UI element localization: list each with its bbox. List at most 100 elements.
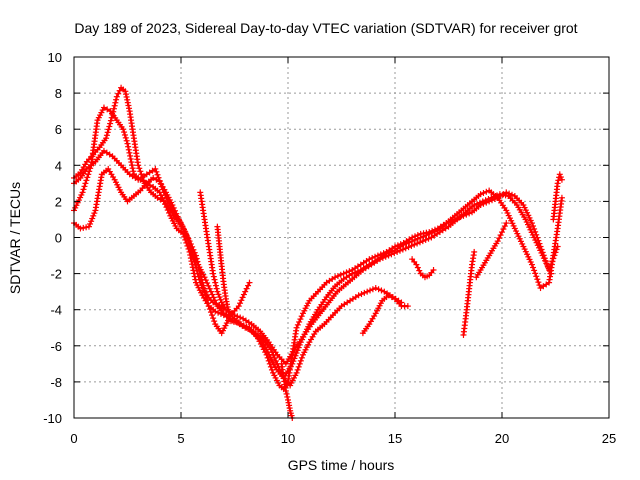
data-point-marker (367, 287, 374, 294)
data-point-marker (246, 279, 253, 286)
data-point-marker (423, 232, 430, 239)
data-point-marker (191, 259, 198, 266)
data-point-marker (225, 317, 232, 324)
data-point-marker (556, 171, 563, 178)
y-tick-label: 2 (55, 194, 62, 209)
data-point-marker (499, 229, 505, 236)
data-point-marker (214, 288, 221, 295)
data-point-marker (137, 168, 144, 175)
data-point-marker (297, 357, 304, 364)
data-point-marker (126, 149, 133, 156)
data-point-marker (124, 140, 131, 147)
data-point-marker (265, 357, 272, 364)
data-point-marker (391, 250, 398, 257)
x-tick-label: 15 (388, 431, 402, 446)
data-point-marker (206, 306, 213, 313)
data-point-marker (554, 180, 561, 187)
data-point-marker (471, 248, 478, 255)
data-point-marker (213, 301, 220, 308)
data-point-marker (186, 239, 193, 246)
data-point-marker (429, 229, 436, 236)
data-point-marker (297, 316, 304, 323)
data-point-marker (361, 289, 368, 296)
data-point-marker (210, 315, 217, 322)
y-tick-label: -4 (50, 303, 62, 318)
y-tick-label: 4 (55, 158, 62, 173)
data-point-marker (121, 129, 128, 136)
data-point-marker (122, 134, 129, 141)
data-point-marker (414, 235, 421, 242)
data-point-marker (400, 241, 407, 248)
data-point-marker (502, 192, 509, 199)
data-point-marker (549, 258, 556, 265)
data-point-marker (352, 269, 359, 276)
data-point-marker (554, 243, 561, 250)
data-point-marker (195, 273, 202, 280)
data-point-marker (283, 390, 290, 397)
data-point-marker (210, 270, 217, 277)
data-point-marker (209, 291, 216, 298)
data-point-marker (536, 282, 543, 289)
data-point-marker (294, 321, 301, 328)
data-point-marker (425, 235, 432, 242)
data-point-marker (235, 303, 242, 310)
data-point-marker (503, 189, 510, 196)
data-point-marker (552, 249, 559, 256)
data-point-marker (115, 90, 122, 97)
data-point-marker (375, 286, 382, 293)
data-point-marker (135, 162, 142, 169)
data-point-marker (349, 270, 356, 277)
data-point-marker (82, 180, 89, 187)
data-point-marker (227, 318, 234, 325)
data-point-marker (234, 313, 241, 320)
data-point-marker (411, 236, 418, 243)
data-point-marker (485, 195, 492, 202)
data-point-marker (403, 240, 410, 247)
axis-ticks (73, 56, 610, 419)
data-point-marker (178, 220, 184, 227)
data-point-marker (103, 132, 110, 139)
data-point-marker (84, 174, 91, 181)
data-point-marker (480, 189, 487, 196)
data-point-marker (479, 198, 486, 205)
data-point-marker (419, 238, 426, 245)
data-point-marker (414, 264, 421, 271)
x-tick-labels: 0 5 10 15 20 25 (70, 431, 616, 446)
data-point-marker (474, 200, 481, 207)
data-point-marker (81, 183, 88, 190)
data-point-marker (558, 176, 565, 183)
data-point-marker (196, 276, 203, 283)
x-tick-label: 0 (70, 431, 77, 446)
data-point-marker (426, 230, 433, 237)
data-point-marker (205, 282, 212, 289)
data-point-marker (364, 288, 371, 295)
data-point-marker (377, 256, 384, 263)
data-point-marker (291, 355, 298, 362)
y-tick-label: 0 (55, 231, 62, 246)
data-point-marker (188, 248, 195, 255)
data-point-marker (87, 165, 94, 172)
data-point-marker (488, 194, 495, 201)
data-point-marker (340, 270, 347, 277)
data-point-marker (366, 256, 373, 263)
y-tick-label: -10 (43, 411, 62, 426)
data-point-marker (358, 291, 365, 298)
data-point-marker (530, 222, 537, 229)
data-point-marker (190, 253, 197, 260)
data-point-marker (100, 104, 107, 111)
data-point-marker (205, 303, 212, 310)
data-point-marker (553, 246, 560, 253)
data-point-marker (205, 300, 212, 307)
data-point-marker (284, 393, 291, 400)
y-tick-labels: -10 -8 -6 -4 -2 0 2 4 6 8 10 (43, 50, 62, 426)
data-point-marker (159, 186, 166, 193)
data-point-marker (104, 106, 111, 113)
data-point-marker (494, 192, 501, 199)
data-point-marker (204, 279, 211, 286)
data-point-marker (116, 87, 123, 94)
data-markers-group (71, 84, 565, 421)
data-point-marker (482, 197, 489, 204)
data-point-marker (294, 347, 301, 354)
data-point-marker (150, 174, 157, 181)
